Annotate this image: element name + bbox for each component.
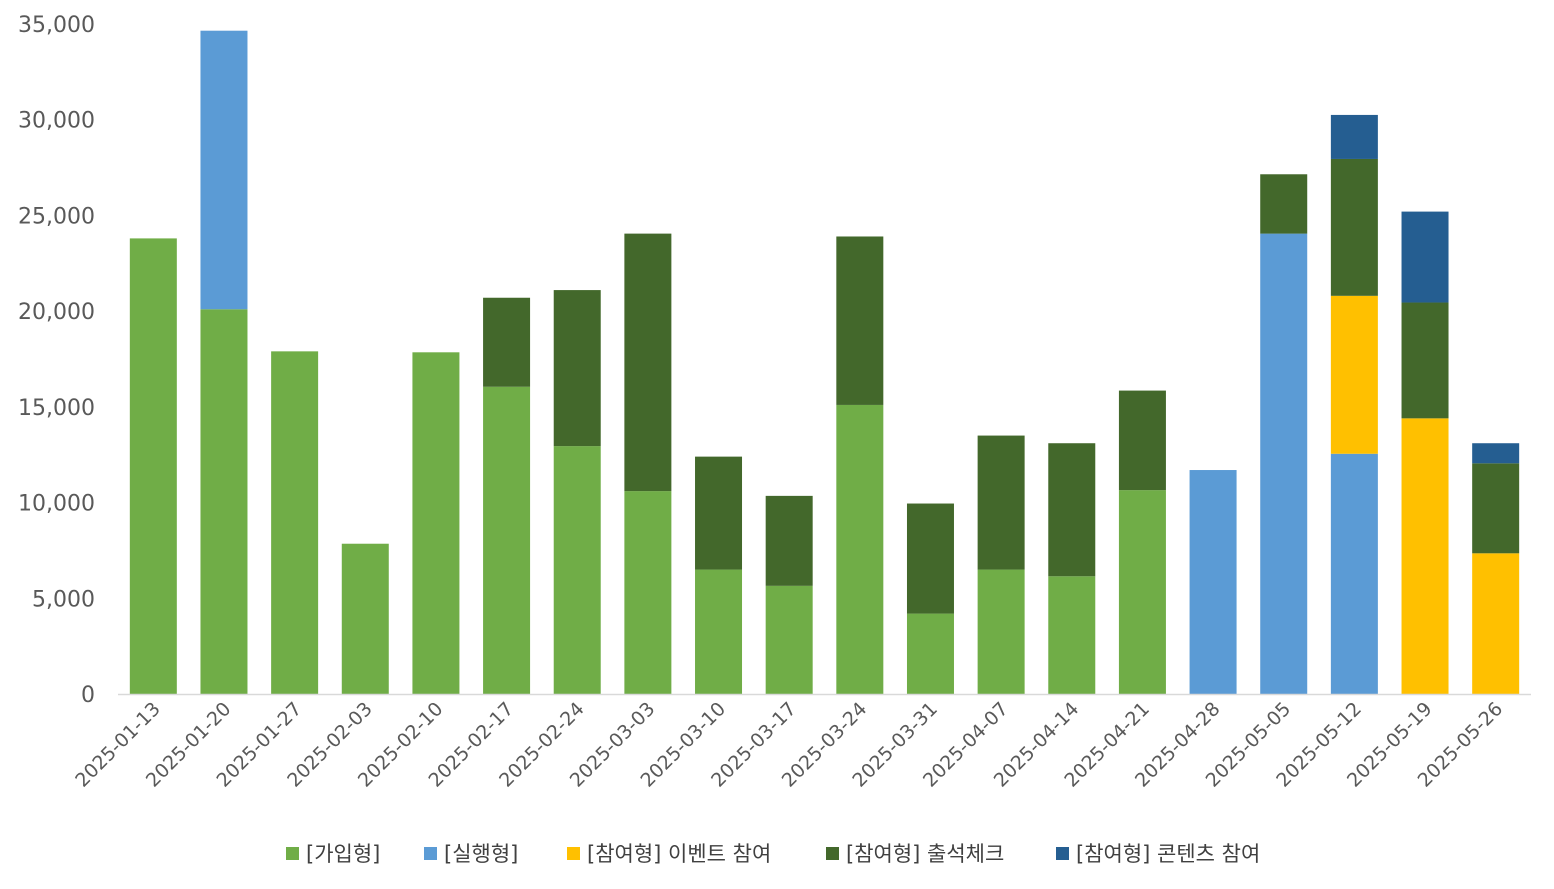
y-tick-label: 35,000 [18,13,95,38]
bar-segment-4-2025-05-26 [1472,443,1520,464]
legend-item: [가입형] [286,842,380,866]
bar-segment-3-2025-05-12 [1330,158,1378,296]
bar-segment-2-2025-05-12 [1330,295,1378,454]
legend-label: [실행형] [444,842,518,866]
bar-segment-2-2025-05-19 [1401,418,1449,694]
bar-segment-0-2025-01-20 [200,309,248,694]
bar-segment-3-2025-03-10 [695,456,743,570]
bar-segment-1-2025-05-12 [1330,453,1378,694]
legend-swatch [567,847,580,860]
legend-item: [참여형] 이벤트 참여 [567,842,771,866]
bars [129,30,1520,694]
y-axis-ticks: 0 5,000 10,000 15,000 20,000 25,000 30,000 35,0… [18,13,95,708]
legend-label: [참여형] 이벤트 참여 [587,842,771,866]
bar-segment-3-2025-03-17 [765,495,813,586]
bar-segment-0-2025-02-24 [553,446,601,694]
bar-segment-0-2025-04-07 [977,569,1025,694]
bar-segment-0-2025-01-13 [129,238,177,694]
bar-segment-3-2025-04-14 [1048,443,1096,577]
bar-segment-3-2025-04-07 [977,435,1025,570]
bar-segment-3-2025-05-26 [1472,463,1520,554]
bar-segment-3-2025-03-31 [906,503,954,614]
bar-segment-3-2025-02-24 [553,290,601,447]
legend-swatch [286,847,299,860]
bar-segment-0-2025-04-21 [1118,490,1166,694]
bar-segment-0-2025-04-14 [1048,576,1096,694]
bar-segment-4-2025-05-19 [1401,211,1449,303]
x-axis-ticks: 2025-01-132025-01-202025-01-272025-02-03… [71,698,1507,792]
y-tick-label: 10,000 [18,492,95,517]
bar-segment-0-2025-03-24 [836,404,884,694]
bar-segment-0-2025-01-27 [271,351,319,694]
bar-segment-1-2025-01-20 [200,30,248,310]
bar-segment-0-2025-03-31 [906,613,954,694]
bar-segment-4-2025-05-12 [1330,114,1378,159]
y-tick-label: 5,000 [32,587,95,612]
y-tick-label: 0 [81,683,95,708]
bar-segment-3-2025-04-21 [1118,390,1166,491]
bar-segment-3-2025-02-17 [483,297,531,387]
y-tick-label: 25,000 [18,204,95,229]
bar-segment-0-2025-02-17 [483,386,531,694]
bar-segment-1-2025-05-05 [1260,233,1308,694]
bar-segment-0-2025-02-03 [341,543,389,694]
y-tick-label: 30,000 [18,109,95,134]
legend-swatch [1056,847,1069,860]
bar-segment-0-2025-03-17 [765,585,813,694]
y-tick-label: 15,000 [18,396,95,421]
legend-label: [가입형] [306,842,380,866]
legend-label: [참여형] 출석체크 [846,842,1004,866]
bar-segment-0-2025-02-10 [412,352,460,694]
legend-item: [참여형] 콘텐츠 참여 [1056,842,1260,866]
legend-label: [참여형] 콘텐츠 참여 [1076,842,1260,866]
bar-segment-3-2025-05-19 [1401,302,1449,419]
legend-item: [실행형] [424,842,518,866]
legend-swatch [826,847,839,860]
y-tick-label: 20,000 [18,300,95,325]
bar-segment-1-2025-04-28 [1189,470,1237,694]
bar-segment-0-2025-03-10 [695,569,743,694]
bar-segment-3-2025-03-24 [836,236,884,405]
legend-swatch [424,847,437,860]
bar-segment-0-2025-03-03 [624,491,672,694]
legend-item: [참여형] 출석체크 [826,842,1004,866]
bar-segment-3-2025-03-03 [624,233,672,492]
bar-segment-3-2025-05-05 [1260,174,1308,234]
bar-segment-2-2025-05-26 [1472,553,1520,694]
legend: [가입형] [실행형] [참여형] 이벤트 참여 [참여형] 출석체크 [참여형] 콘텐… [286,842,1260,866]
